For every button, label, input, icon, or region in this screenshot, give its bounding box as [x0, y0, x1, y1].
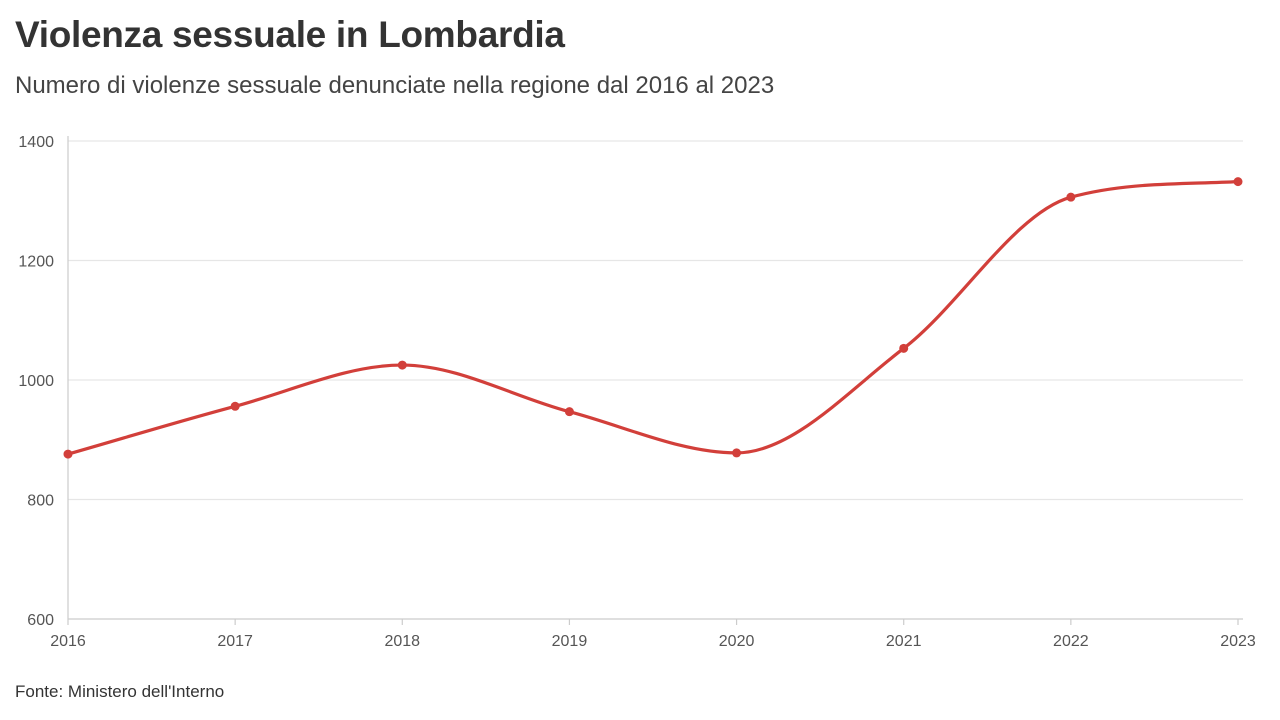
x-tick-label: 2017	[217, 633, 253, 650]
x-tick-label: 2021	[886, 633, 922, 650]
x-tick-label: 2019	[552, 633, 588, 650]
data-point	[1233, 177, 1243, 187]
x-tick-label: 2016	[50, 633, 86, 650]
y-tick-label: 800	[27, 493, 54, 510]
data-points	[63, 177, 1243, 459]
series-layer	[66, 180, 1240, 456]
x-tick-label: 2020	[719, 633, 755, 650]
chart-subtitle: Numero di violenze sessuale denunciate n…	[15, 72, 775, 99]
data-point	[732, 448, 742, 458]
y-tick-label: 1200	[18, 254, 54, 271]
x-axis-ticks: 2016 2017 2018 2019 2020 2021 2022 2023	[50, 633, 1256, 650]
data-point	[1066, 192, 1076, 202]
y-tick-label: 1400	[18, 134, 54, 151]
series-line	[66, 180, 1240, 456]
chart-title: Violenza sessuale in Lombardia	[15, 14, 565, 55]
y-tick-label: 1000	[18, 373, 54, 390]
y-tick-label: 600	[27, 612, 54, 629]
source-note: Fonte: Ministero dell'Interno	[15, 682, 225, 701]
x-tick-label: 2018	[384, 633, 420, 650]
data-point	[899, 343, 909, 353]
y-axis-ticks: 600 800 1000 1200 1400	[18, 134, 54, 629]
data-point	[230, 401, 240, 411]
x-tick-label: 2023	[1220, 633, 1256, 650]
data-point	[63, 449, 73, 459]
data-point	[564, 407, 574, 417]
data-point	[397, 360, 407, 370]
x-tick-label: 2022	[1053, 633, 1089, 650]
axes	[67, 136, 1243, 625]
grid-lines	[68, 140, 1243, 501]
